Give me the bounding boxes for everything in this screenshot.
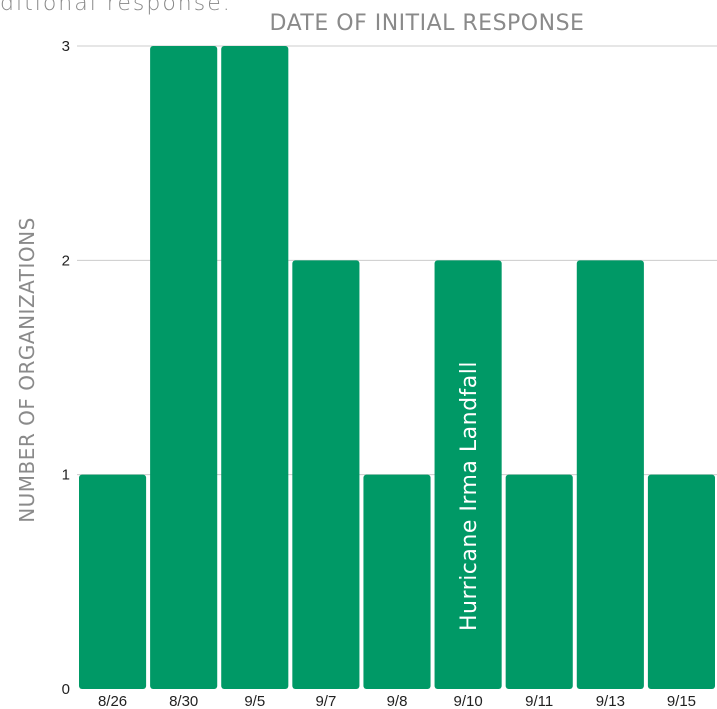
y-axis-label: NUMBER OF ORGANIZATIONS bbox=[15, 217, 39, 523]
y-axis-ticks: 0 1 2 3 bbox=[62, 38, 70, 698]
chart-title: DATE OF INITIAL RESPONSE bbox=[270, 11, 585, 36]
bar-9-15 bbox=[647, 474, 715, 689]
x-tick-label: 9/8 bbox=[387, 693, 408, 709]
y-tick-label: 1 bbox=[62, 467, 70, 484]
x-tick-label: 8/26 bbox=[98, 693, 127, 709]
y-tick-label: 3 bbox=[62, 38, 70, 55]
y-tick-label: 0 bbox=[62, 681, 70, 698]
bar-9-13 bbox=[576, 260, 644, 689]
x-tick-label: 9/11 bbox=[525, 693, 553, 709]
x-axis-ticks: 8/26 8/30 9/5 9/7 9/8 9/10 9/11 9/13 9/15 bbox=[98, 693, 696, 709]
x-tick-label: 9/10 bbox=[454, 693, 483, 709]
x-tick-label: 9/15 bbox=[667, 693, 696, 709]
bar-9-10 bbox=[434, 260, 502, 689]
bar-8-30 bbox=[150, 46, 218, 689]
bar-9-7 bbox=[292, 260, 360, 689]
hurricane-landfall-annotation: Hurricane Irma Landfall bbox=[457, 361, 482, 631]
bars bbox=[79, 46, 715, 689]
x-tick-label: 9/5 bbox=[244, 693, 265, 709]
cut-off-caption: ditional response. bbox=[0, 0, 232, 16]
x-tick-label: 8/30 bbox=[169, 693, 198, 709]
bar-9-5 bbox=[221, 46, 289, 689]
y-tick-label: 2 bbox=[62, 252, 70, 269]
x-tick-label: 9/7 bbox=[315, 693, 336, 709]
bar-8-26 bbox=[79, 474, 147, 689]
bar-9-11 bbox=[505, 474, 573, 689]
annotations: Hurricane Irma Landfall bbox=[457, 361, 482, 631]
bar-9-8 bbox=[363, 474, 431, 689]
x-tick-label: 9/13 bbox=[596, 693, 625, 709]
